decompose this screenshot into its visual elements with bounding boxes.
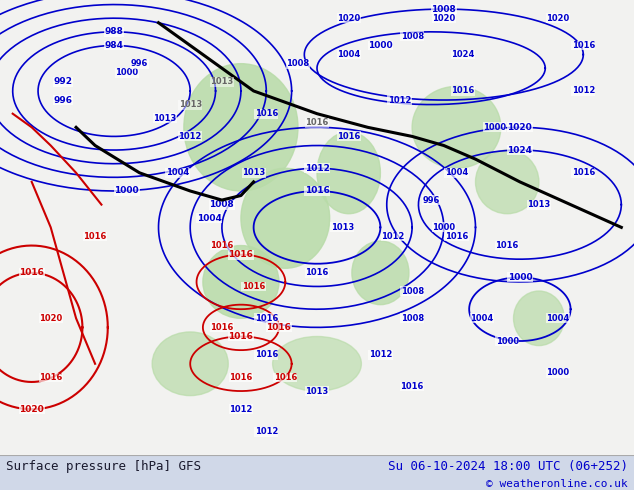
Text: 1016: 1016 (210, 241, 233, 250)
Text: 1008: 1008 (401, 287, 424, 295)
Text: 1000: 1000 (547, 368, 569, 377)
Text: 1016: 1016 (39, 373, 62, 382)
Text: 1012: 1012 (572, 86, 595, 96)
Ellipse shape (476, 150, 539, 214)
Text: 1000: 1000 (483, 123, 506, 132)
Ellipse shape (317, 132, 380, 214)
Text: 1004: 1004 (166, 168, 189, 177)
Text: 1013: 1013 (242, 168, 265, 177)
Text: 1008: 1008 (287, 59, 309, 68)
Text: 1012: 1012 (179, 132, 202, 141)
Text: © weatheronline.co.uk: © weatheronline.co.uk (486, 479, 628, 489)
Text: 1016: 1016 (304, 187, 330, 196)
Text: 1004: 1004 (337, 50, 360, 59)
Text: 1016: 1016 (445, 232, 468, 241)
Ellipse shape (152, 332, 228, 395)
Text: 1016: 1016 (228, 332, 254, 341)
Text: 1016: 1016 (401, 382, 424, 391)
Text: 1000: 1000 (115, 68, 138, 77)
Text: 1008: 1008 (401, 314, 424, 323)
Text: 1013: 1013 (179, 100, 202, 109)
Text: 1012: 1012 (304, 164, 330, 173)
Text: 1013: 1013 (306, 387, 328, 395)
Text: 1016: 1016 (255, 314, 278, 323)
Text: 1012: 1012 (388, 96, 411, 104)
Ellipse shape (184, 64, 298, 191)
Text: 1024: 1024 (451, 50, 474, 59)
Text: 1013: 1013 (153, 114, 176, 122)
Text: 1016: 1016 (306, 118, 328, 127)
Text: 1013: 1013 (527, 200, 550, 209)
Ellipse shape (514, 291, 564, 345)
Text: 1020: 1020 (337, 14, 360, 23)
Text: 1016: 1016 (572, 41, 595, 50)
Text: 996: 996 (54, 96, 73, 104)
Text: 1016: 1016 (19, 269, 44, 277)
Text: 1020: 1020 (19, 405, 44, 414)
Text: Surface pressure [hPa] GFS: Surface pressure [hPa] GFS (6, 460, 202, 472)
Text: 1016: 1016 (306, 269, 328, 277)
Text: 1004: 1004 (470, 314, 493, 323)
Text: 1016: 1016 (255, 350, 278, 359)
Ellipse shape (203, 245, 279, 318)
Text: 1000: 1000 (496, 337, 519, 345)
Text: 1000: 1000 (368, 41, 392, 50)
Text: 1016: 1016 (255, 109, 278, 118)
Text: 1016: 1016 (84, 232, 107, 241)
Text: 1016: 1016 (266, 323, 292, 332)
Text: 1008: 1008 (431, 4, 456, 14)
Text: 1016: 1016 (210, 323, 233, 332)
Text: 1013: 1013 (210, 77, 233, 86)
Text: 996: 996 (422, 196, 440, 205)
Text: 1020: 1020 (39, 314, 62, 323)
Text: 1024: 1024 (507, 146, 533, 154)
Text: 1016: 1016 (337, 132, 360, 141)
Text: 1016: 1016 (228, 250, 254, 259)
Text: 1012: 1012 (255, 427, 278, 437)
Text: 1008: 1008 (209, 200, 235, 209)
Text: 1016: 1016 (451, 86, 474, 96)
Text: 1008: 1008 (401, 32, 424, 41)
Ellipse shape (412, 86, 501, 168)
Text: 1000: 1000 (508, 273, 532, 282)
Text: 1012: 1012 (369, 350, 392, 359)
Text: Su 06-10-2024 18:00 UTC (06+252): Su 06-10-2024 18:00 UTC (06+252) (387, 460, 628, 472)
Text: 1012: 1012 (382, 232, 404, 241)
Text: 996: 996 (131, 59, 148, 68)
Text: 1012: 1012 (230, 405, 252, 414)
Text: 1004: 1004 (547, 314, 569, 323)
Text: 1013: 1013 (331, 223, 354, 232)
Text: 988: 988 (105, 27, 124, 36)
Text: 1004: 1004 (197, 214, 222, 223)
Text: 1004: 1004 (445, 168, 468, 177)
Text: 1016: 1016 (230, 373, 252, 382)
Ellipse shape (241, 168, 330, 269)
Text: 1016: 1016 (242, 282, 265, 291)
Text: 992: 992 (54, 77, 73, 86)
Text: 1020: 1020 (432, 14, 455, 23)
Text: 1016: 1016 (496, 241, 519, 250)
Text: 1020: 1020 (547, 14, 569, 23)
Ellipse shape (352, 241, 409, 305)
Text: 1016: 1016 (572, 168, 595, 177)
Text: 1016: 1016 (274, 373, 297, 382)
Ellipse shape (273, 337, 361, 391)
Text: 1000: 1000 (115, 187, 139, 196)
Text: 1020: 1020 (507, 123, 533, 132)
Text: 984: 984 (105, 41, 124, 50)
Text: 1000: 1000 (432, 223, 455, 232)
